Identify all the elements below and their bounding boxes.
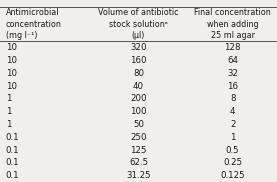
Text: 80: 80: [133, 69, 144, 78]
Text: 64: 64: [227, 56, 238, 65]
Text: 31.25: 31.25: [126, 171, 151, 180]
Text: 1: 1: [6, 94, 11, 103]
Text: 0.125: 0.125: [220, 171, 245, 180]
Text: 62.5: 62.5: [129, 158, 148, 167]
Text: Final concentration
when adding
25 ml agar: Final concentration when adding 25 ml ag…: [194, 8, 271, 40]
Text: 0.1: 0.1: [6, 146, 19, 155]
Text: 0.1: 0.1: [6, 171, 19, 180]
Text: Volume of antibiotic
stock solutionᵃ
(µl): Volume of antibiotic stock solutionᵃ (µl…: [98, 8, 179, 40]
Text: 320: 320: [130, 43, 147, 52]
Text: 16: 16: [227, 82, 238, 91]
Text: 1: 1: [6, 120, 11, 129]
Text: 40: 40: [133, 82, 144, 91]
Text: 10: 10: [6, 82, 17, 91]
Text: Antimicrobial
concentration
(mg l⁻¹): Antimicrobial concentration (mg l⁻¹): [6, 8, 61, 40]
Text: 50: 50: [133, 120, 144, 129]
Text: 8: 8: [230, 94, 235, 103]
Text: 4: 4: [230, 107, 235, 116]
Text: 160: 160: [130, 56, 147, 65]
Text: 1: 1: [6, 107, 11, 116]
Text: 32: 32: [227, 69, 238, 78]
Text: 0.1: 0.1: [6, 158, 19, 167]
Text: 128: 128: [224, 43, 241, 52]
Text: 1: 1: [230, 133, 235, 142]
Text: 0.1: 0.1: [6, 133, 19, 142]
Text: 10: 10: [6, 56, 17, 65]
Text: 0.25: 0.25: [223, 158, 242, 167]
Text: 100: 100: [130, 107, 147, 116]
Text: 2: 2: [230, 120, 235, 129]
Text: 125: 125: [130, 146, 147, 155]
Text: 10: 10: [6, 43, 17, 52]
Text: 200: 200: [130, 94, 147, 103]
Text: 0.5: 0.5: [226, 146, 240, 155]
Text: 10: 10: [6, 69, 17, 78]
Text: 250: 250: [130, 133, 147, 142]
